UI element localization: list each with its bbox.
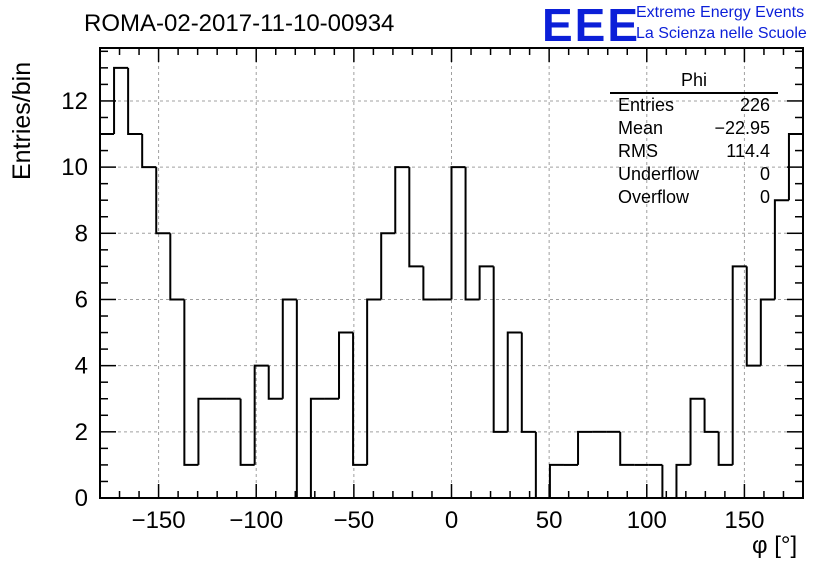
chart-title: ROMA-02-2017-11-10-00934 — [84, 10, 395, 37]
stats-label: RMS — [618, 141, 658, 161]
histogram-bin — [408, 167, 424, 268]
histogram-bin — [661, 464, 677, 499]
histogram-bin — [183, 299, 199, 466]
histogram-bin — [281, 298, 297, 399]
histogram-bin — [689, 397, 705, 465]
x-tick-label: 100 — [627, 507, 667, 534]
histogram-bin — [703, 398, 719, 433]
x-tick-label: 150 — [724, 507, 764, 534]
y-tick-label: 4 — [75, 353, 88, 380]
histogram-bin — [141, 134, 157, 169]
logo-line-1: Extreme Energy Events — [636, 4, 805, 21]
histogram-bin — [394, 166, 410, 234]
histogram-bin — [478, 265, 494, 300]
histogram-bin — [577, 430, 593, 465]
histogram-bin — [309, 397, 325, 498]
y-tick-label: 0 — [75, 485, 88, 512]
x-tick-label: −150 — [132, 507, 186, 534]
histogram-bin — [619, 431, 635, 466]
histogram-bin — [450, 166, 466, 300]
histogram-bin — [675, 463, 691, 498]
histogram-bin — [464, 167, 480, 301]
histogram-bin — [534, 431, 550, 499]
x-axis-label: φ [°] — [752, 532, 798, 559]
logo-line-2: La Scienza nelle Scuole — [636, 25, 807, 42]
stats-row-rms: RMS 114.4 — [610, 140, 778, 163]
stats-label: Overflow — [618, 187, 690, 207]
histogram-bin — [239, 398, 255, 466]
histogram-bin — [295, 299, 311, 499]
histogram-bin — [745, 266, 761, 367]
histogram-bin — [127, 67, 143, 136]
stats-value: 0 — [759, 187, 770, 207]
x-tick-label: −100 — [229, 507, 283, 534]
stats-box-title: Phi — [610, 70, 778, 94]
x-tick-label: −50 — [334, 507, 375, 534]
y-tick-label: 6 — [75, 286, 88, 313]
histogram-bin — [366, 298, 382, 465]
stats-row-entries: Entries 226 — [610, 94, 778, 117]
stats-label: Mean — [618, 118, 664, 138]
histogram-bin — [717, 431, 733, 466]
histogram-bin — [253, 364, 269, 465]
histogram-bin — [759, 298, 775, 366]
x-tick-label: 0 — [445, 507, 458, 534]
y-tick-label: 10 — [61, 154, 88, 181]
histogram-bin — [380, 232, 396, 300]
histogram-bin — [338, 331, 354, 399]
y-axis-label: Entries/bin — [8, 61, 36, 180]
stats-label: Underflow — [618, 164, 700, 184]
stats-row-overflow: Overflow 0 — [610, 186, 778, 209]
stats-value: 226 — [739, 95, 770, 115]
histogram-bin — [520, 332, 536, 433]
x-tick-label: 50 — [536, 507, 563, 534]
stats-value: 0 — [759, 164, 770, 184]
histogram-bin — [169, 233, 185, 301]
y-tick-label: 12 — [61, 88, 88, 115]
histogram-bin — [422, 266, 438, 301]
histogram-bin — [352, 332, 368, 466]
stats-value: −22.95 — [714, 118, 770, 138]
histogram-bin — [155, 167, 171, 235]
stats-box: Phi Entries 226 Mean −22.95 RMS 114.4 Un… — [610, 70, 778, 209]
histogram-bin — [492, 266, 508, 433]
stats-label: Entries — [618, 95, 675, 115]
eee-logo: EEE — [542, 0, 641, 51]
histogram-bin — [197, 397, 213, 465]
histogram-bin — [506, 331, 522, 432]
histogram-bin — [731, 265, 747, 465]
histogram-bin — [773, 199, 789, 300]
y-tick-label: 8 — [75, 220, 88, 247]
histogram-bin — [548, 463, 564, 498]
histogram-bin — [113, 66, 129, 135]
stats-row-underflow: Underflow 0 — [610, 163, 778, 186]
histogram-bin — [267, 365, 283, 400]
y-tick-label: 2 — [75, 419, 88, 446]
stats-row-mean: Mean −22.95 — [610, 117, 778, 140]
stats-value: 114.4 — [726, 141, 770, 161]
